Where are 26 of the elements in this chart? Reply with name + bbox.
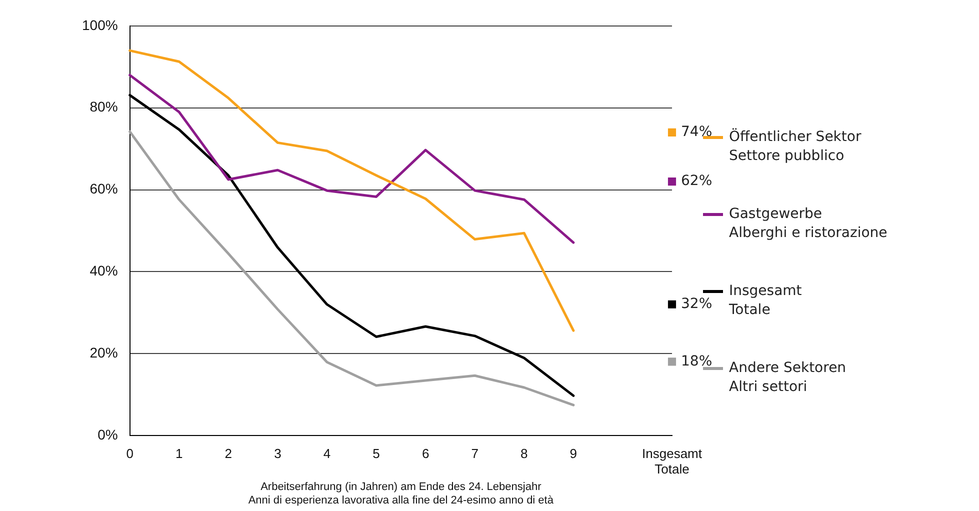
data-label: 74% [681,124,712,140]
x-tick-label: 8 [520,446,528,461]
x-tick-label: 3 [274,446,282,461]
y-tick-label: 60% [90,180,118,197]
legend-label: Andere Sektoren Altri settori [729,359,846,397]
y-tick-label: 40% [90,262,118,278]
data-label: 32% [681,296,712,312]
legend-label: Gastgewerbe Alberghi e ristorazione [729,205,888,243]
x-tick-label: 4 [323,446,331,461]
x-tick-label: 5 [372,446,380,461]
x-tick-label: 2 [224,446,232,461]
x-tick-label: Insgesamt Totale [642,446,702,476]
x-axis-title: Arbeitserfahrung (in Jahren) am Ende des 24. Lebensjahr Anni di esperienza lavorativa alla fine del 24-esimo anno di età [248,481,554,506]
y-tick-label: 0% [98,426,118,442]
legend-label: Öffentlicher Sektor Settore pubblico [729,128,862,166]
y-tick-label: 100% [82,16,118,33]
x-tick-label: 6 [422,446,430,461]
x-tick-label: 9 [570,446,578,461]
x-tick-label: 1 [175,446,183,461]
y-tick-label: 80% [90,98,118,115]
data-label: 62% [681,173,712,190]
x-tick-label: 7 [471,446,478,461]
data-label: 18% [681,353,712,370]
x-tick-label: 0 [126,446,134,461]
legend-label: Insgesamt Totale [729,282,802,320]
y-tick-label: 20% [90,344,118,360]
